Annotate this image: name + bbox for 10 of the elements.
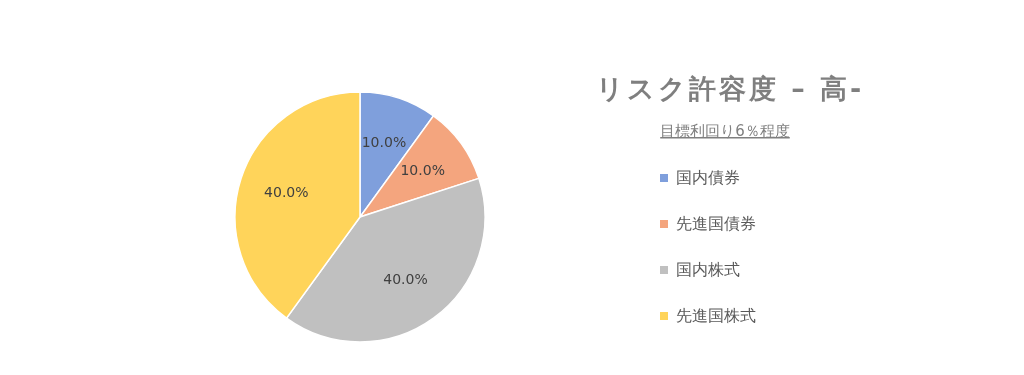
legend-label: 先進国株式 xyxy=(676,305,756,325)
data-label: 10.0% xyxy=(361,134,407,151)
data-label: 40.0% xyxy=(264,184,309,201)
legend-label: 先進国債券 xyxy=(676,213,756,233)
text: 目標利回り6％程度 xyxy=(660,122,790,140)
legend-label: 国内債券 xyxy=(676,167,740,187)
chart-title: リスク許容度 – 高- xyxy=(595,73,865,104)
data-label: 10.0% xyxy=(400,162,445,179)
data-label: 40.0% xyxy=(383,270,428,287)
legend-label: 国内株式 xyxy=(676,259,740,279)
